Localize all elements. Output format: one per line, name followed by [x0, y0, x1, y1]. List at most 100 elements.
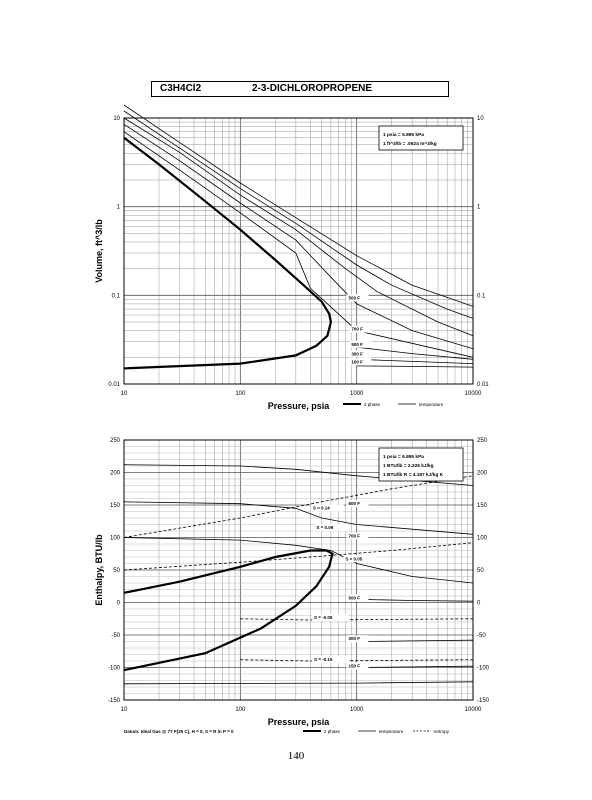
y-tick-label-left: -150	[108, 698, 121, 704]
curve-annotation: 700 F	[351, 327, 363, 332]
page-number: 140	[287, 750, 305, 762]
y-tick-label-left: 0.01	[108, 382, 120, 388]
conversion-box	[378, 447, 464, 482]
temperature-curve	[123, 681, 474, 685]
y-tick-label-left: 0.1	[112, 293, 121, 299]
y-tick-label-left: -50	[111, 633, 120, 639]
temperature-curve	[356, 346, 474, 360]
legend-label: entropy	[434, 729, 450, 734]
annotation-background	[314, 524, 348, 532]
annotation-background	[349, 325, 372, 333]
annotation-background	[349, 340, 372, 348]
curve-annotation: 500 F	[351, 342, 363, 347]
x-tick-label: 1000	[350, 707, 364, 713]
y-tick-label-left: 10	[113, 116, 120, 122]
x-tick-label: 1000	[350, 391, 364, 397]
curve-annotation: S = -0.15	[314, 657, 333, 662]
entropy-curve	[123, 475, 474, 538]
curve-annotation: 300 F	[351, 351, 363, 356]
conversion-text: 1 BTU/lb = 2.326 kJ/kg	[383, 463, 434, 469]
y-tick-label-right: 100	[477, 536, 488, 542]
x-tick-label: 10	[121, 391, 128, 397]
annotation-background	[346, 294, 369, 302]
y-tick-label-right: 0.1	[477, 293, 486, 299]
curve-annotation: S = 0.14	[313, 506, 330, 511]
annotation-background	[346, 500, 369, 507]
y-tick-label-left: 150	[110, 503, 121, 509]
curve-annotation: 600 F	[348, 501, 360, 506]
curve-annotation: S = 0.09	[316, 525, 333, 530]
annotation-background	[346, 594, 369, 602]
x-tick-label: 10000	[465, 707, 482, 713]
temperature-curve	[356, 598, 474, 602]
y-tick-label-right: 200	[477, 471, 488, 477]
entropy-curve	[240, 659, 474, 662]
legend-label: 2 phase	[324, 729, 341, 734]
y-tick-label-left: 100	[110, 536, 121, 542]
legend-label: temperature	[379, 729, 404, 734]
temperature-curve	[123, 123, 474, 350]
temperature-curve	[123, 131, 474, 358]
y-tick-label-right: 250	[477, 438, 488, 444]
conversion-text: 1 psia = 6.895 kPa	[383, 454, 424, 460]
y-tick-label-left: -100	[108, 666, 121, 672]
annotation-background	[343, 555, 377, 563]
conversion-box	[378, 125, 464, 151]
x-tick-label: 10000	[465, 391, 482, 397]
curve-annotation: 500 F	[348, 595, 360, 600]
y-tick-label-left: 1	[117, 205, 121, 211]
temperature-curve	[356, 358, 474, 364]
conversion-text: 1 psia = 6.895 kPa	[383, 132, 424, 138]
curve-annotation: 300 F	[348, 636, 360, 641]
curve-annotation: 100 F	[351, 360, 363, 365]
y-tick-label-right: 0.01	[477, 382, 489, 388]
chemical-formula: C3H4Cl2	[160, 83, 202, 94]
y-tick-label-left: 50	[113, 568, 120, 574]
y-tick-label-right: 10	[477, 116, 484, 122]
y-tick-label-right: 1	[477, 205, 481, 211]
conversion-text: 1 BTU/lb R = 4.187 kJ/kg K	[383, 472, 444, 478]
curve-annotation: 500 F	[348, 295, 360, 300]
annotation-background	[312, 613, 349, 621]
y-tick-label-right: -150	[477, 698, 490, 704]
plot-frame	[123, 117, 474, 385]
x-tick-label: 10	[121, 707, 128, 713]
x-tick-label: 100	[235, 391, 246, 397]
legend-label: temperature	[419, 402, 444, 407]
y-tick-label-left: 0	[117, 601, 121, 607]
temperature-curve	[123, 501, 474, 535]
temperature-curve	[123, 117, 474, 337]
annotation-background	[346, 662, 369, 670]
y-tick-label-left: 200	[110, 471, 121, 477]
y-tick-label-right: 0	[477, 601, 481, 607]
entropy-curve	[240, 618, 474, 621]
conversion-text: 1 ft^3/lb = .0624 m^3/kg	[383, 141, 437, 147]
x-axis-label: Pressure, psia	[268, 401, 331, 411]
curve-annotation: S = 0.05	[345, 556, 362, 561]
x-axis-label: Pressure, psia	[268, 717, 331, 727]
temperature-curve	[123, 104, 474, 307]
y-tick-label-right: -100	[477, 666, 490, 672]
y-tick-label-left: 250	[110, 438, 121, 444]
temperature-curve	[123, 537, 474, 584]
curve-annotation: 150 F	[348, 664, 360, 669]
y-tick-label-right: 50	[477, 568, 484, 574]
y-tick-label-right: -50	[477, 633, 486, 639]
annotation-background	[346, 635, 369, 643]
curve-annotation: S = -0.05	[314, 615, 333, 620]
annotation-background	[310, 504, 344, 512]
temperature-curve	[123, 110, 474, 319]
legend-label: 2 phase	[364, 402, 381, 407]
temperature-curve	[356, 639, 474, 642]
chart-header: C3H4Cl2 2-3-DICHLOROPROPENE	[151, 81, 449, 97]
temperature-curve	[356, 665, 474, 668]
curve-annotation: 700 F	[348, 534, 360, 539]
annotation-background	[349, 358, 372, 366]
x-tick-label: 100	[235, 707, 246, 713]
temperature-curve	[356, 365, 474, 368]
y-axis-label: Volume, ft^3/lb	[94, 219, 104, 283]
y-axis-label: Enthalpy, BTU/lb	[94, 534, 104, 606]
annotation-background	[312, 656, 349, 663]
datum-footnote: Datum: Ideal Gas @ 77 F(25 C), H = 0, S …	[124, 729, 234, 734]
